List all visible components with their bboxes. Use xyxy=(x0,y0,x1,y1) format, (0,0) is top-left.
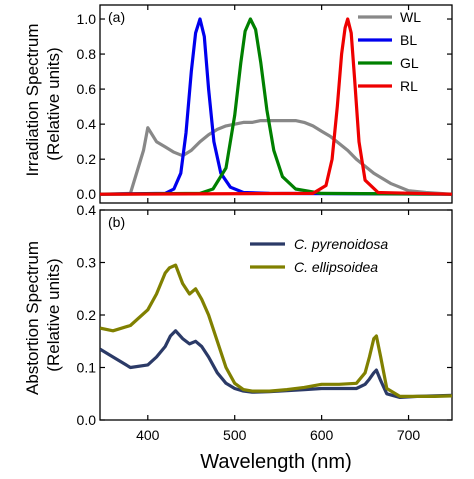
y-tick-label: 1.0 xyxy=(77,11,97,27)
y-axis-title: Abstortion Spectrum xyxy=(23,241,42,395)
y-tick-label: 0.4 xyxy=(77,202,97,218)
panel-label: (b) xyxy=(108,214,125,230)
y-axis-title: Irradiation Spectrum xyxy=(23,23,42,176)
y-tick-label: 0.4 xyxy=(77,116,97,132)
y-tick-label: 0.0 xyxy=(77,412,97,428)
series-line-rl xyxy=(100,17,452,196)
plot-layer: 0.0 0.2 0.4 0.6 0.8 1.0 WL BL GL RL (a) Irradiation… xyxy=(23,4,453,473)
y-tick-label: 0.1 xyxy=(77,360,97,376)
y-tick-label: 0.0 xyxy=(77,186,97,202)
y-tick-label: 0.2 xyxy=(77,307,97,323)
y-tick-label: 0.2 xyxy=(77,151,97,167)
legend-label: BL xyxy=(400,32,417,48)
x-tick-label: 600 xyxy=(310,427,334,443)
panel-label: (a) xyxy=(108,9,125,25)
legend-label: WL xyxy=(400,9,421,25)
y-axis-subtitle: (Relative units) xyxy=(44,258,63,371)
x-tick-label: 400 xyxy=(136,427,160,443)
y-tick-label: 0.6 xyxy=(77,81,97,97)
y-axis-subtitle: (Relative units) xyxy=(44,47,63,160)
x-tick-label: 700 xyxy=(397,427,421,443)
series-line-c-ellipsoidea xyxy=(100,263,452,398)
panel-1-frame xyxy=(99,4,453,204)
series-line-c-pyrenoidosa xyxy=(100,329,452,399)
legend-label: RL xyxy=(400,78,418,94)
series-line-gl xyxy=(100,17,452,196)
series-line-wl xyxy=(100,119,452,196)
x-tick-label: 500 xyxy=(223,427,247,443)
x-axis-title: Wavelength (nm) xyxy=(200,451,352,473)
y-tick-label: 0.8 xyxy=(77,46,97,62)
series-line-bl xyxy=(100,17,452,196)
legend-label: GL xyxy=(400,55,419,71)
legend-label: C. pyrenoidosa xyxy=(294,236,388,252)
y-tick-label: 0.3 xyxy=(77,255,97,271)
legend-label: C. ellipsoidea xyxy=(294,259,378,275)
panel-2-frame xyxy=(99,209,453,421)
